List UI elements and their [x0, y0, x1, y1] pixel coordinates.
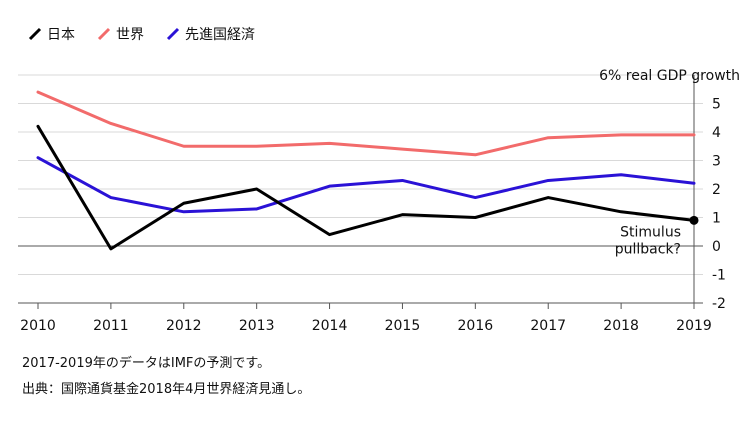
legend-swatch-world — [97, 27, 111, 41]
legend-item-japan: 日本 — [28, 24, 75, 44]
x-tick-label: 2016 — [458, 318, 494, 334]
x-tick-label: 2010 — [20, 318, 56, 334]
legend-item-advanced-economies: 先進国経済 — [166, 24, 255, 44]
y-tick-label: 3 — [712, 154, 721, 170]
annotation-label: pullback? — [615, 241, 681, 257]
x-tick-label: 2019 — [676, 318, 712, 334]
y-tick-label: 5 — [712, 97, 721, 113]
y-tick-label: -2 — [712, 296, 726, 312]
x-tick-label: 2011 — [93, 318, 129, 334]
chart-legend: 日本 世界 先進国経済 — [28, 24, 255, 44]
legend-swatch-advanced-economies — [166, 27, 180, 41]
x-tick-label: 2015 — [385, 318, 421, 334]
legend-swatch-japan — [28, 27, 42, 41]
series-line-japan — [36, 124, 696, 251]
x-tick-label: 2017 — [530, 318, 566, 334]
y-tick-label: -1 — [712, 268, 726, 284]
legend-label-world: 世界 — [116, 27, 144, 43]
source-note: 出典：国際通貨基金2018年4月世界経済見通し。 — [22, 382, 311, 397]
x-tick-label: 2018 — [603, 318, 639, 334]
series-line-advanced-economies — [36, 156, 696, 214]
y-tick-label: 4 — [712, 125, 721, 141]
x-tick-label: 2012 — [166, 318, 202, 334]
y-tick-label: 2 — [712, 182, 721, 198]
y-tick-label: 0 — [712, 239, 721, 255]
forecast-note: 2017-2019年のデータはIMFの予測です。 — [22, 356, 271, 371]
x-tick-label: 2013 — [239, 318, 275, 334]
legend-label-japan: 日本 — [47, 27, 75, 43]
y-top-tick-label: 6% real GDP growth — [599, 68, 740, 84]
legend-item-world: 世界 — [97, 24, 144, 44]
annotation-marker — [689, 215, 699, 225]
y-tick-label: 1 — [712, 211, 721, 227]
series-line-world — [36, 90, 696, 157]
annotation-label: Stimulus — [620, 224, 681, 240]
x-tick-label: 2014 — [312, 318, 348, 334]
legend-label-advanced-economies: 先進国経済 — [185, 27, 255, 43]
